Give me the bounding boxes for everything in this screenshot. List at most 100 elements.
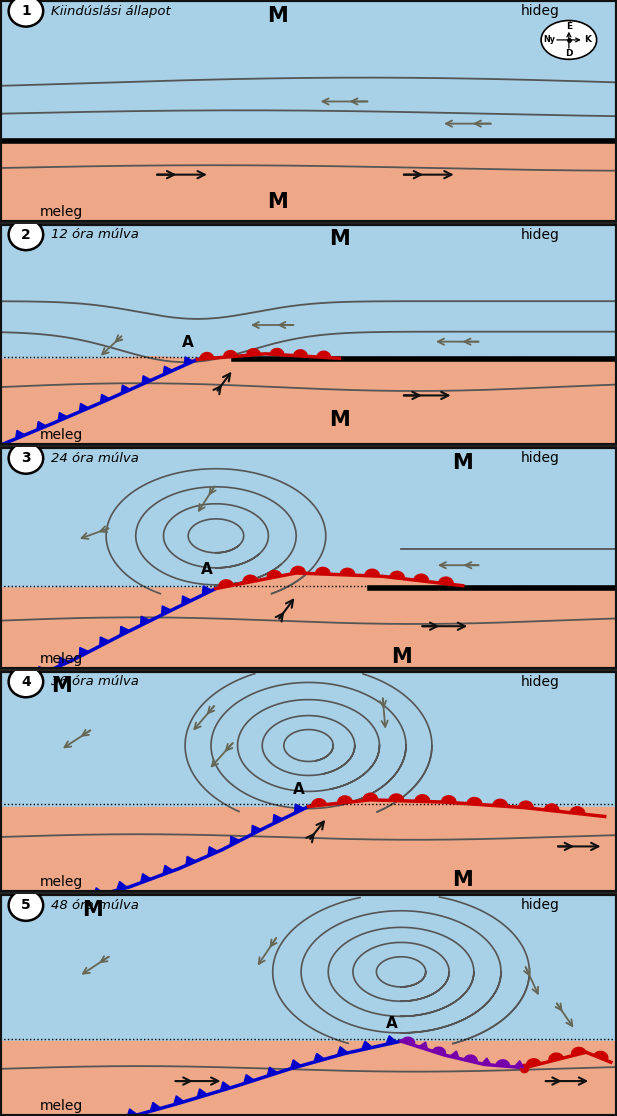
- Wedge shape: [315, 567, 330, 575]
- Polygon shape: [141, 616, 151, 625]
- Polygon shape: [386, 1036, 397, 1045]
- Text: 2: 2: [21, 228, 31, 242]
- Polygon shape: [337, 1047, 348, 1056]
- Text: 24 óra múlva: 24 óra múlva: [51, 452, 138, 464]
- Polygon shape: [450, 1051, 459, 1058]
- Text: meleg: meleg: [40, 205, 83, 219]
- Circle shape: [9, 219, 43, 250]
- Text: 48 óra múlva: 48 óra múlva: [51, 898, 138, 912]
- Wedge shape: [243, 575, 257, 584]
- Wedge shape: [549, 1054, 563, 1061]
- Polygon shape: [163, 865, 173, 875]
- Text: M: M: [452, 870, 473, 891]
- Circle shape: [9, 889, 43, 921]
- Wedge shape: [467, 798, 482, 805]
- Text: hideg: hideg: [520, 4, 560, 18]
- Text: M: M: [391, 646, 412, 666]
- Polygon shape: [93, 888, 104, 896]
- Wedge shape: [496, 1060, 510, 1067]
- Polygon shape: [164, 366, 173, 375]
- Wedge shape: [312, 799, 326, 806]
- Text: 36 óra múlva: 36 óra múlva: [51, 675, 138, 689]
- Polygon shape: [162, 606, 172, 615]
- Wedge shape: [365, 569, 379, 576]
- Polygon shape: [0, 807, 617, 893]
- Polygon shape: [173, 1096, 184, 1105]
- Text: É: É: [566, 22, 572, 31]
- Circle shape: [9, 666, 43, 698]
- Text: 5: 5: [21, 898, 31, 912]
- Text: hideg: hideg: [520, 675, 560, 689]
- Text: M: M: [329, 229, 350, 249]
- Polygon shape: [58, 413, 68, 421]
- Text: hideg: hideg: [520, 228, 560, 242]
- Wedge shape: [363, 793, 378, 800]
- Polygon shape: [80, 404, 89, 412]
- Circle shape: [9, 443, 43, 473]
- Polygon shape: [202, 586, 212, 595]
- Text: M: M: [452, 453, 473, 473]
- Text: 3: 3: [21, 451, 31, 465]
- Wedge shape: [415, 795, 430, 801]
- Text: M: M: [329, 411, 350, 431]
- Wedge shape: [526, 1059, 541, 1067]
- Wedge shape: [518, 801, 533, 808]
- Text: hideg: hideg: [520, 451, 560, 465]
- Polygon shape: [186, 856, 196, 866]
- Polygon shape: [314, 1054, 325, 1062]
- Polygon shape: [252, 826, 262, 835]
- Wedge shape: [414, 574, 429, 581]
- Wedge shape: [200, 353, 213, 359]
- Wedge shape: [594, 1051, 608, 1060]
- Text: A: A: [182, 335, 194, 350]
- Polygon shape: [481, 1058, 491, 1065]
- Polygon shape: [208, 847, 218, 856]
- Wedge shape: [493, 799, 508, 807]
- Polygon shape: [59, 657, 68, 666]
- Polygon shape: [0, 357, 617, 445]
- Text: 1: 1: [21, 4, 31, 18]
- Wedge shape: [340, 568, 355, 575]
- Polygon shape: [141, 874, 151, 883]
- Polygon shape: [514, 1060, 524, 1068]
- Polygon shape: [267, 1067, 278, 1076]
- Polygon shape: [244, 1075, 254, 1084]
- Text: Ny: Ny: [544, 36, 556, 45]
- Polygon shape: [0, 800, 617, 913]
- Polygon shape: [22, 904, 32, 913]
- Polygon shape: [197, 1089, 208, 1098]
- Wedge shape: [270, 348, 284, 355]
- Text: hideg: hideg: [520, 898, 560, 912]
- Polygon shape: [150, 1103, 161, 1112]
- Polygon shape: [220, 1081, 231, 1090]
- Polygon shape: [17, 676, 27, 685]
- Text: meleg: meleg: [40, 875, 83, 889]
- Text: meleg: meleg: [40, 429, 83, 442]
- Wedge shape: [247, 348, 260, 355]
- Polygon shape: [294, 805, 304, 814]
- Polygon shape: [117, 882, 128, 891]
- Wedge shape: [433, 1047, 445, 1056]
- Text: A: A: [293, 782, 305, 797]
- Ellipse shape: [541, 20, 597, 59]
- Polygon shape: [122, 385, 131, 394]
- Polygon shape: [101, 394, 110, 403]
- Wedge shape: [337, 796, 352, 804]
- Text: meleg: meleg: [40, 1099, 83, 1113]
- Polygon shape: [70, 894, 81, 903]
- Text: meleg: meleg: [40, 652, 83, 666]
- Wedge shape: [317, 352, 331, 358]
- Wedge shape: [464, 1055, 478, 1062]
- Text: A: A: [386, 1016, 398, 1031]
- Text: 12 óra múlva: 12 óra múlva: [51, 228, 138, 241]
- Wedge shape: [439, 577, 453, 585]
- Polygon shape: [0, 573, 463, 693]
- Wedge shape: [390, 571, 404, 579]
- Polygon shape: [37, 422, 46, 430]
- Text: Kiindúslási állapot: Kiindúslási állapot: [51, 4, 170, 18]
- Polygon shape: [291, 1060, 301, 1069]
- Wedge shape: [441, 796, 456, 802]
- Wedge shape: [402, 1037, 415, 1046]
- Text: 4: 4: [21, 675, 31, 689]
- Polygon shape: [0, 142, 617, 222]
